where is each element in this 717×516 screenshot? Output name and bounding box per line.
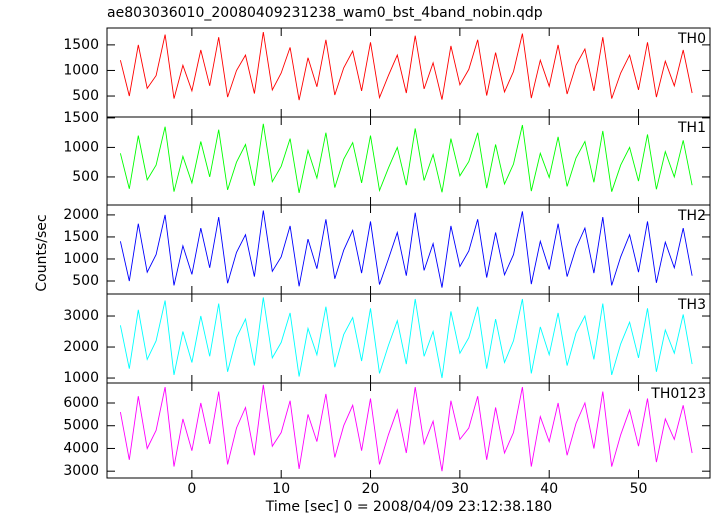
y-tick-label: 1500 (63, 37, 99, 53)
y-tick-label: 1000 (63, 62, 99, 78)
panel-frame (106, 116, 711, 206)
series-label: TH3 (677, 297, 706, 313)
x-tick-label: 30 (451, 481, 469, 497)
x-tick-label: 10 (272, 481, 290, 497)
panel-frame (106, 204, 711, 295)
y-tick-label: 3000 (63, 463, 99, 479)
light-curve (119, 32, 693, 101)
x-axis-label: Time [sec] 0 = 2008/04/09 23:12:38.180 (265, 499, 552, 515)
series-label: TH0 (677, 31, 706, 47)
y-tick-label: 5000 (63, 418, 99, 434)
y-tick-label: 1000 (63, 139, 99, 155)
series-label: TH0123 (650, 386, 706, 402)
y-tick-label: 1000 (63, 251, 99, 267)
panel-frame (106, 27, 711, 118)
y-tick-label: 2000 (63, 207, 99, 223)
y-tick-label: 1000 (63, 370, 99, 386)
series-label: TH1 (677, 120, 706, 136)
y-tick-label: 500 (72, 273, 99, 289)
y-tick-label: 4000 (63, 440, 99, 456)
panel-frame (106, 293, 711, 384)
y-tick-label: 1500 (63, 229, 99, 245)
y-tick-label: 500 (72, 88, 99, 104)
y-tick-label: 6000 (63, 395, 99, 411)
y-tick-label: 1500 (63, 110, 99, 126)
chart-title: ae803036010_20080409231238_wam0_bst_4ban… (107, 5, 543, 21)
y-tick-label: 500 (72, 169, 99, 185)
light-curve (119, 384, 693, 472)
light-curve (119, 123, 693, 193)
light-curve (119, 210, 693, 288)
x-tick-label: 40 (540, 481, 558, 497)
panel-frame (106, 382, 711, 479)
x-tick-label: 0 (187, 481, 196, 497)
x-tick-label: 50 (630, 481, 648, 497)
y-tick-label: 3000 (63, 308, 99, 324)
light-curve (119, 297, 693, 379)
y-axis-label: Counts/sec (34, 214, 50, 291)
x-tick-label: 20 (362, 481, 380, 497)
y-tick-label: 2000 (63, 339, 99, 355)
series-label: TH2 (677, 208, 706, 224)
